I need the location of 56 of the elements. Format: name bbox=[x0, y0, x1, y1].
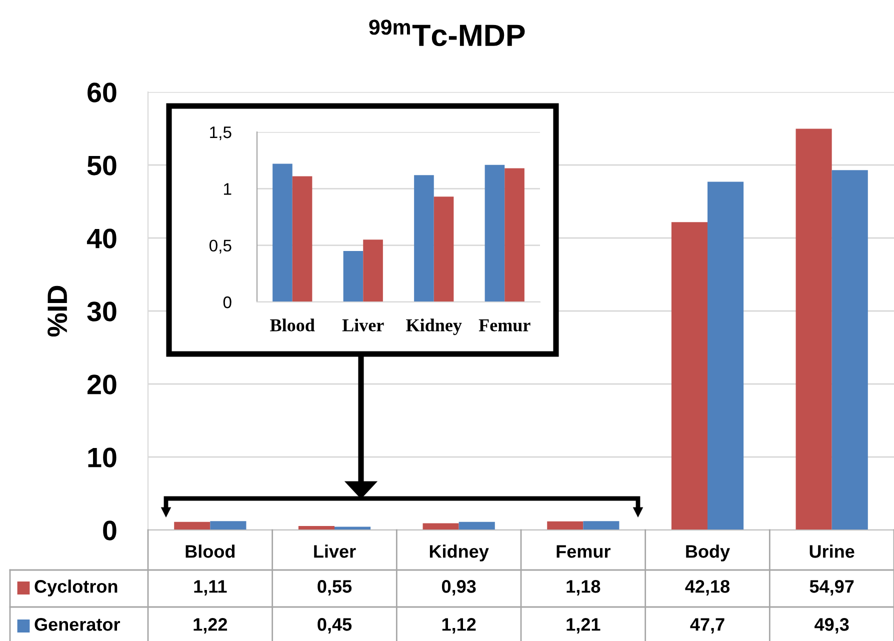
y-tick-label: 20 bbox=[88, 374, 116, 394]
y-tick-label: 1,5 bbox=[210, 126, 232, 140]
y-tick-label: 10 bbox=[88, 448, 116, 468]
y-tick-label: 60 bbox=[88, 82, 116, 102]
bar bbox=[583, 521, 620, 530]
chart-title: $^{99m}$Tc-MDP bbox=[369, 20, 525, 46]
bar bbox=[422, 523, 459, 530]
data-label: 0,45 bbox=[318, 618, 352, 634]
legend-label: Generator bbox=[34, 618, 120, 631]
bar bbox=[484, 164, 505, 302]
x-tick-label: Kidney bbox=[430, 544, 489, 562]
y-tick-label: 0 bbox=[103, 520, 116, 540]
x-tick-label: Liver bbox=[314, 544, 356, 558]
data-label: 54,97 bbox=[810, 580, 854, 596]
y-tick-label: 30 bbox=[87, 302, 116, 322]
bar bbox=[363, 240, 383, 302]
bar bbox=[334, 526, 371, 530]
y-axis-title: %ID bbox=[48, 286, 68, 337]
data-label: 49,3 bbox=[814, 618, 849, 634]
x-tick-label: Urine bbox=[810, 544, 854, 558]
bar bbox=[272, 164, 292, 302]
bar bbox=[210, 521, 246, 530]
bar bbox=[414, 175, 434, 302]
bar bbox=[796, 128, 832, 530]
y-tick-label: 40 bbox=[86, 228, 116, 248]
data-label: 1,22 bbox=[194, 618, 228, 634]
x-tick-label: Body bbox=[686, 544, 730, 562]
x-tick-label: Kidney bbox=[406, 318, 462, 336]
data-label: 0,55 bbox=[318, 580, 352, 596]
data-label: 0,93 bbox=[442, 580, 476, 596]
bar bbox=[174, 522, 210, 530]
data-label: 42,18 bbox=[685, 580, 730, 596]
x-tick-label: Blood bbox=[270, 318, 315, 332]
data-label: 47,7 bbox=[690, 618, 724, 634]
bar bbox=[343, 251, 364, 302]
bar bbox=[671, 222, 708, 530]
data-label: 1,12 bbox=[442, 618, 476, 634]
data-label: 1,18 bbox=[566, 580, 600, 596]
bar bbox=[832, 170, 868, 530]
y-tick-label: 1 bbox=[224, 183, 232, 195]
bar bbox=[292, 176, 312, 302]
bar bbox=[504, 168, 524, 302]
x-tick-label: Liver bbox=[342, 318, 384, 332]
data-label: 1,21 bbox=[566, 618, 600, 634]
bar bbox=[708, 182, 744, 530]
bar bbox=[434, 196, 454, 302]
y-tick-label: 50 bbox=[87, 156, 116, 176]
x-tick-label: Blood bbox=[186, 544, 235, 558]
bar bbox=[547, 521, 584, 530]
y-tick-label: 0 bbox=[223, 296, 232, 308]
y-tick-label: 0,5 bbox=[209, 240, 232, 254]
legend-label: Cyclotron bbox=[34, 580, 118, 596]
x-tick-label: Femur bbox=[478, 319, 530, 332]
data-label: 1,11 bbox=[194, 580, 227, 596]
bar bbox=[458, 522, 495, 530]
x-tick-label: Femur bbox=[556, 545, 610, 558]
